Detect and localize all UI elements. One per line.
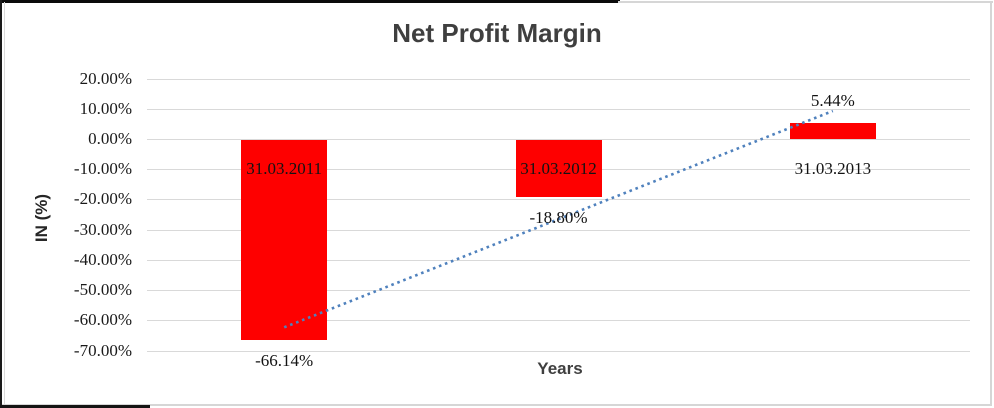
category-label: 31.03.2012 (520, 159, 597, 179)
gridline (147, 290, 970, 292)
gridline (147, 78, 970, 80)
bar-31.03.2011 (241, 140, 328, 340)
y-tick-label: -20.00% (73, 189, 132, 209)
data-label: -18.80% (529, 207, 588, 227)
y-tick-label: -30.00% (73, 219, 132, 239)
gridline (147, 229, 970, 231)
frame-border-bottom-gray (2, 404, 991, 406)
bar-31.03.2013 (789, 122, 876, 139)
data-label: 5.44% (810, 90, 855, 110)
data-label: -66.14% (255, 350, 314, 370)
frame-border-top-black (0, 0, 620, 3)
frame-border-top-gray (618, 1, 993, 3)
y-tick-label: 20.00% (79, 68, 132, 88)
y-tick-label: 10.00% (79, 98, 132, 118)
category-label: 31.03.2013 (794, 159, 872, 179)
y-tick-label: -70.00% (73, 340, 132, 360)
gridline (147, 259, 970, 261)
frame-border-left (0, 0, 2, 408)
y-tick-label: 0.00% (88, 129, 132, 148)
frame-border-right (990, 1, 992, 406)
gridline (147, 199, 970, 201)
chart-title: Net Profit Margin (392, 18, 602, 48)
frame-border-bottom-black (0, 405, 150, 408)
y-tick-label: -60.00% (73, 310, 132, 330)
gridline (147, 350, 970, 352)
gridline (147, 108, 970, 110)
gridline (147, 320, 970, 322)
gridline (147, 139, 970, 140)
category-label: 31.03.2011 (246, 159, 323, 179)
x-axis-title: Years (537, 359, 583, 378)
bar-31.03.2012 (515, 140, 602, 197)
frame-border-left-inner (4, 2, 5, 404)
y-tick-label: -40.00% (73, 249, 132, 269)
y-tick-label: -50.00% (73, 280, 132, 300)
y-tick-label: -10.00% (73, 159, 132, 179)
